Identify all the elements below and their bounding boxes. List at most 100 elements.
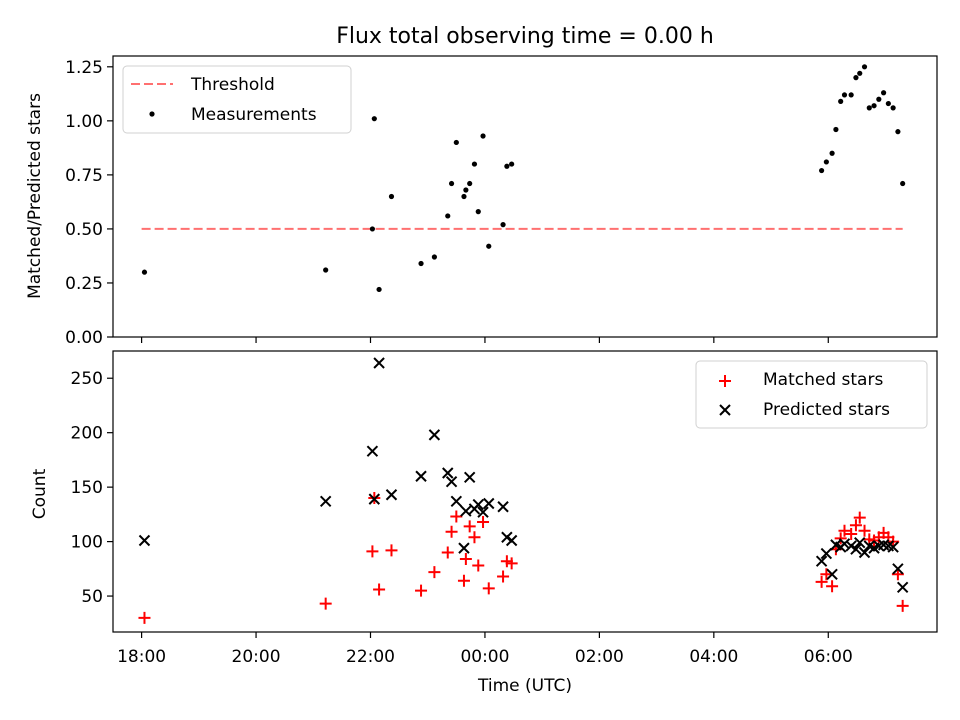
matched-point	[445, 525, 458, 538]
count-y-tick-label: 200	[71, 424, 103, 444]
count-y-axis-label: Count	[30, 468, 50, 519]
predicted-point	[850, 543, 862, 555]
matched-point	[838, 524, 851, 537]
predicted-point	[368, 493, 381, 505]
ratio-y-tick-label: 1.25	[65, 58, 103, 78]
matched-point	[482, 582, 495, 595]
count-x-tick-label: 04:00	[689, 647, 738, 667]
predicted-point	[450, 495, 463, 508]
ratio-panel: 0.00 0.25 0.50 0.75 1.00 1.25 Matched/Predict…	[25, 55, 938, 348]
measurement-point	[504, 163, 510, 169]
measurement-point	[871, 103, 877, 109]
measurement-point	[453, 139, 459, 146]
measurement-point	[841, 92, 848, 98]
ratio-legend: Threshold Measurements	[122, 65, 352, 134]
predicted-point	[858, 546, 871, 559]
measurement-point	[890, 105, 896, 111]
matched-point	[366, 545, 379, 558]
predicted-point	[497, 501, 509, 513]
matched-point	[472, 559, 485, 572]
count-legend-box	[695, 360, 928, 429]
measurement-point	[509, 161, 515, 167]
measurement-point	[371, 116, 377, 122]
measurements-legend-label: Measurements	[191, 105, 317, 125]
measurement-point	[876, 96, 882, 102]
measurement-point	[880, 90, 887, 96]
count-x-tick-label: 00:00	[460, 647, 509, 667]
measurement-point	[388, 193, 395, 200]
count-panel: 18:00 20:00 22:00 00:00 02:00 04:00 06:00 50 10…	[30, 350, 938, 696]
count-x-axis-label: Time (UTC)	[477, 676, 572, 696]
measurement-point	[857, 70, 863, 76]
measurement-point	[471, 161, 478, 167]
measurement-point	[895, 129, 901, 135]
measurement-point	[418, 260, 424, 267]
measurement-point	[463, 187, 469, 193]
measurement-point	[461, 193, 467, 200]
matched-point	[820, 568, 833, 581]
predicted-point	[366, 445, 379, 457]
measurement-point	[861, 64, 868, 70]
matched-point	[826, 580, 839, 593]
predicted-point	[138, 534, 151, 547]
measurement-point	[866, 105, 872, 111]
matched-point	[428, 566, 441, 579]
matched-point	[477, 515, 490, 528]
predicted-point	[415, 470, 427, 482]
count-panel-frame	[112, 350, 938, 633]
measurement-point	[833, 126, 839, 133]
predicted-point	[483, 497, 495, 510]
measurement-point	[448, 180, 455, 187]
count-y-tick-label: 250	[71, 369, 103, 389]
predicted-point	[460, 505, 472, 517]
matched-legend-label: Matched stars	[763, 370, 883, 390]
ratio-y-axis-label: Matched/Predicted stars	[25, 93, 45, 299]
predicted-point	[428, 429, 441, 441]
ratio-x-ticks	[141, 337, 829, 343]
predicted-point	[505, 534, 518, 547]
measurement-point	[467, 180, 473, 187]
predicted-point	[445, 475, 458, 488]
measurement-point	[369, 226, 376, 232]
threshold-legend-label: Threshold	[190, 75, 275, 95]
count-x-tick-label: 18:00	[117, 647, 166, 667]
ratio-legend-box	[122, 65, 352, 134]
matched-point	[853, 511, 866, 524]
matched-point	[815, 575, 828, 588]
matched-point	[441, 546, 454, 559]
ratio-y-tick-label: 0.00	[65, 328, 103, 348]
matched-legend-swatch	[719, 375, 731, 387]
matched-point	[858, 524, 871, 537]
count-x-tick-label: 22:00	[346, 647, 395, 667]
matched-point	[450, 510, 463, 523]
matched-point	[896, 599, 909, 612]
ratio-y-tick-label: 0.25	[65, 274, 103, 294]
measurement-point	[848, 92, 854, 98]
figure-title: Flux total observing time = 0.00 h	[336, 24, 714, 49]
ratio-y-tick-label: 0.50	[65, 220, 103, 240]
matched-point	[463, 520, 476, 533]
predicted-point	[896, 581, 909, 594]
count-y-tick-label: 100	[71, 533, 103, 553]
measurement-point	[823, 159, 829, 165]
matched-point	[468, 531, 481, 544]
count-y-ticks: 50 100 150 200 250	[71, 369, 113, 607]
count-x-tick-label: 02:00	[575, 647, 624, 667]
predicted-point	[854, 536, 866, 549]
predicted-legend-label: Predicted stars	[763, 400, 890, 420]
predicted-legend-swatch	[719, 404, 731, 416]
matched-point	[845, 527, 858, 540]
measurement-point	[500, 222, 506, 228]
measurement-point	[431, 254, 437, 260]
measurement-point	[885, 100, 891, 107]
measurement-point	[445, 213, 451, 219]
predicted-point	[820, 547, 833, 560]
measurement-point	[853, 75, 859, 81]
count-x-ticks: 18:00 20:00 22:00 00:00 02:00 04:00 06:00	[117, 632, 853, 667]
measurement-point	[819, 167, 825, 174]
matched-point	[138, 611, 151, 624]
predicted-point	[385, 489, 398, 501]
matched-point	[415, 584, 428, 597]
predicted-point	[442, 467, 454, 479]
